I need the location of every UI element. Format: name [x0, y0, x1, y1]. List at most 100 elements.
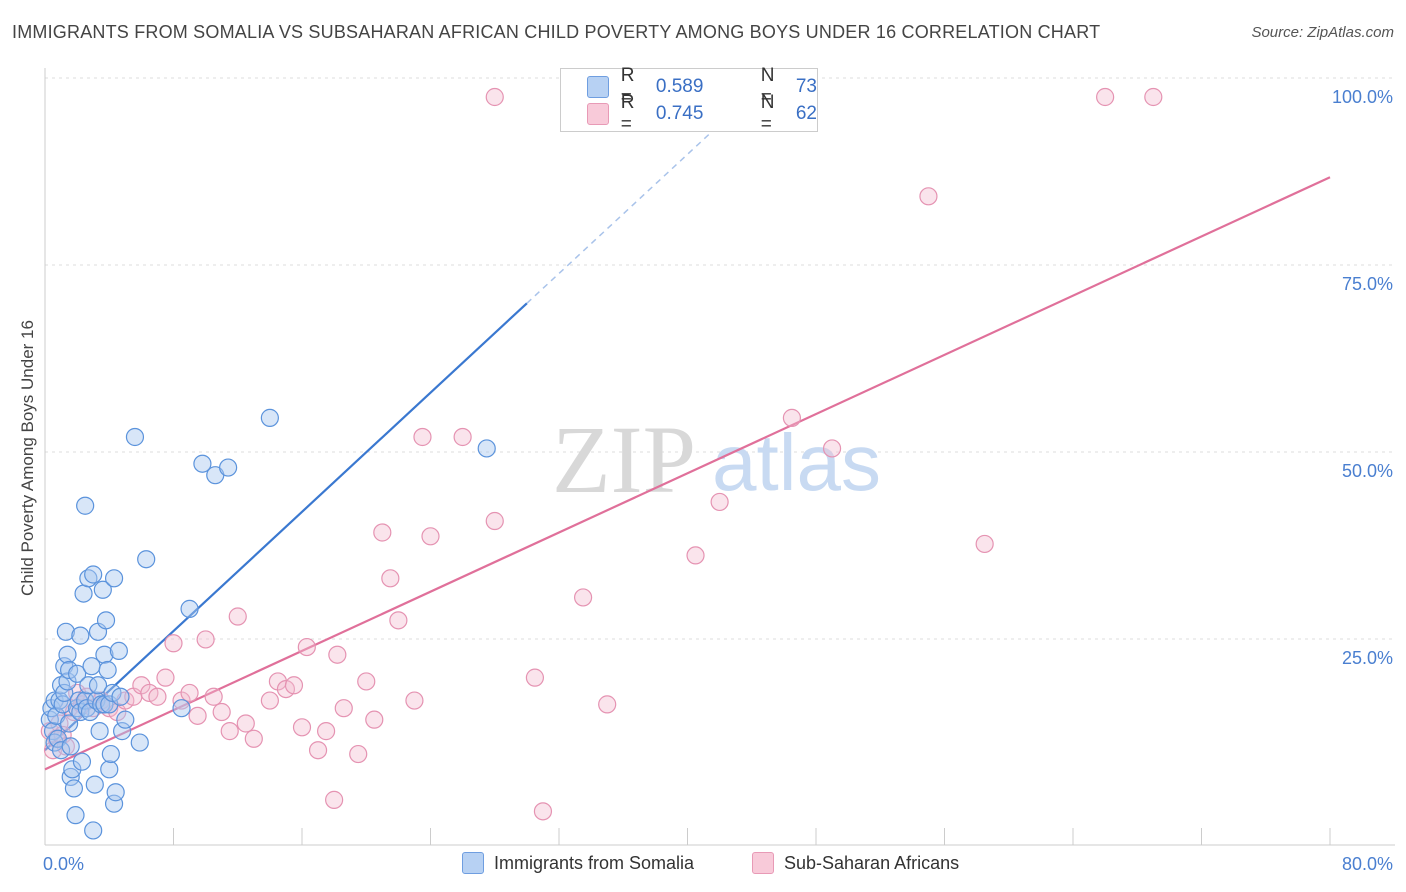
legend-swatch-pink: [752, 852, 774, 874]
legend-row-subsaharan: R = 0.745 N = 62: [587, 92, 817, 135]
point-subsaharan: [244, 729, 263, 748]
n-value: 73: [795, 76, 817, 97]
point-somalia: [98, 660, 117, 680]
point-somalia: [58, 672, 77, 691]
point-somalia: [219, 458, 238, 477]
point-somalia: [74, 584, 93, 603]
r-label: R =: [620, 65, 635, 108]
point-subsaharan: [188, 706, 207, 725]
point-somalia: [109, 641, 128, 661]
point-subsaharan: [164, 634, 183, 653]
r-value: 0.745: [655, 103, 704, 124]
point-subsaharan: [533, 802, 553, 821]
y-tick-label: 75.0%: [1342, 274, 1393, 294]
point-somalia: [100, 760, 119, 779]
point-subsaharan: [349, 744, 368, 764]
axes: [44, 68, 1395, 846]
point-subsaharan: [236, 714, 255, 733]
gridlines: [45, 77, 1395, 640]
point-somalia: [112, 722, 132, 741]
point-somalia: [63, 760, 82, 779]
point-somalia: [84, 821, 103, 840]
point-subsaharan: [292, 718, 312, 737]
point-subsaharan: [260, 691, 279, 710]
watermark-atlas: atlas: [712, 418, 881, 507]
r-label: R =: [620, 92, 635, 135]
point-subsaharan: [220, 722, 239, 741]
r-value: 0.589: [655, 76, 704, 97]
point-somalia: [104, 794, 124, 813]
point-subsaharan: [316, 722, 336, 741]
point-somalia: [64, 779, 84, 798]
n-label: N =: [760, 65, 775, 108]
point-subsaharan: [413, 427, 432, 447]
point-somalia: [79, 676, 98, 695]
point-subsaharan: [334, 699, 353, 718]
point-subsaharan: [297, 637, 316, 657]
point-somalia: [51, 741, 71, 760]
point-somalia: [61, 737, 80, 756]
y-tick-label: 25.0%: [1342, 648, 1393, 668]
source-label: Source: ZipAtlas.com: [1251, 24, 1394, 41]
point-somalia: [180, 599, 199, 618]
point-subsaharan: [525, 668, 545, 687]
point-subsaharan: [485, 87, 504, 107]
point-somalia: [111, 687, 130, 706]
point-somalia: [58, 645, 77, 664]
point-somalia: [130, 733, 149, 752]
trend-line-somalia-extension: [526, 116, 729, 304]
correlation-legend: R = 0.589 N = 73 R = 0.745 N = 62: [560, 65, 818, 135]
legend-item-somalia[interactable]: Immigrants from Somalia: [462, 852, 694, 874]
point-subsaharan: [373, 523, 392, 542]
legend-item-subsaharan[interactable]: Sub-Saharan Africans: [752, 852, 959, 874]
point-somalia: [72, 752, 92, 771]
point-subsaharan: [573, 588, 593, 607]
trend-line-subsaharan: [44, 176, 1331, 771]
point-subsaharan: [710, 492, 729, 512]
point-subsaharan: [308, 741, 328, 760]
point-somalia: [116, 710, 135, 729]
point-subsaharan: [325, 790, 344, 809]
point-somalia: [76, 496, 95, 515]
legend-label: Sub-Saharan Africans: [784, 852, 960, 873]
point-somalia: [125, 427, 145, 447]
point-subsaharan: [485, 511, 504, 531]
legend-row-somalia: R = 0.589 N = 73: [587, 65, 817, 108]
trend-lines: [44, 116, 1331, 771]
point-subsaharan: [782, 408, 802, 427]
point-subsaharan: [381, 569, 400, 588]
point-subsaharan: [405, 691, 424, 710]
legend-swatch-pink: [587, 103, 609, 125]
point-subsaharan: [1144, 87, 1163, 107]
point-subsaharan: [365, 710, 384, 729]
point-somalia: [260, 408, 279, 427]
point-subsaharan: [156, 668, 175, 687]
series-legend: Immigrants from Somalia Sub-Saharan Afri…: [0, 852, 1406, 878]
point-subsaharan: [196, 630, 215, 649]
point-subsaharan: [228, 607, 247, 626]
point-somalia: [59, 714, 79, 733]
n-value: 62: [795, 103, 817, 124]
x-tick-label: 0.0%: [43, 854, 84, 874]
x-tick-label: 80.0%: [1342, 854, 1393, 874]
tick-labels: 25.0% 50.0% 75.0% 100.0% 0.0% 80.0%: [43, 87, 1393, 874]
chart-title: IMMIGRANTS FROM SOMALIA VS SUBSAHARAN AF…: [12, 22, 1101, 42]
point-somalia: [101, 744, 120, 764]
point-subsaharan: [284, 676, 304, 695]
point-somalia: [71, 626, 90, 645]
point-somalia: [137, 550, 156, 569]
point-somalia: [96, 611, 116, 630]
legend-swatch-blue: [462, 852, 484, 874]
point-somalia: [88, 676, 108, 695]
point-subsaharan: [686, 546, 705, 565]
point-subsaharan: [212, 702, 231, 722]
point-subsaharan: [453, 427, 472, 447]
point-somalia: [106, 783, 125, 802]
point-somalia: [66, 806, 85, 825]
point-subsaharan: [975, 534, 994, 554]
point-subsaharan: [421, 527, 440, 546]
point-subsaharan: [148, 687, 167, 706]
point-somalia: [61, 767, 80, 787]
point-somalia: [85, 775, 104, 794]
